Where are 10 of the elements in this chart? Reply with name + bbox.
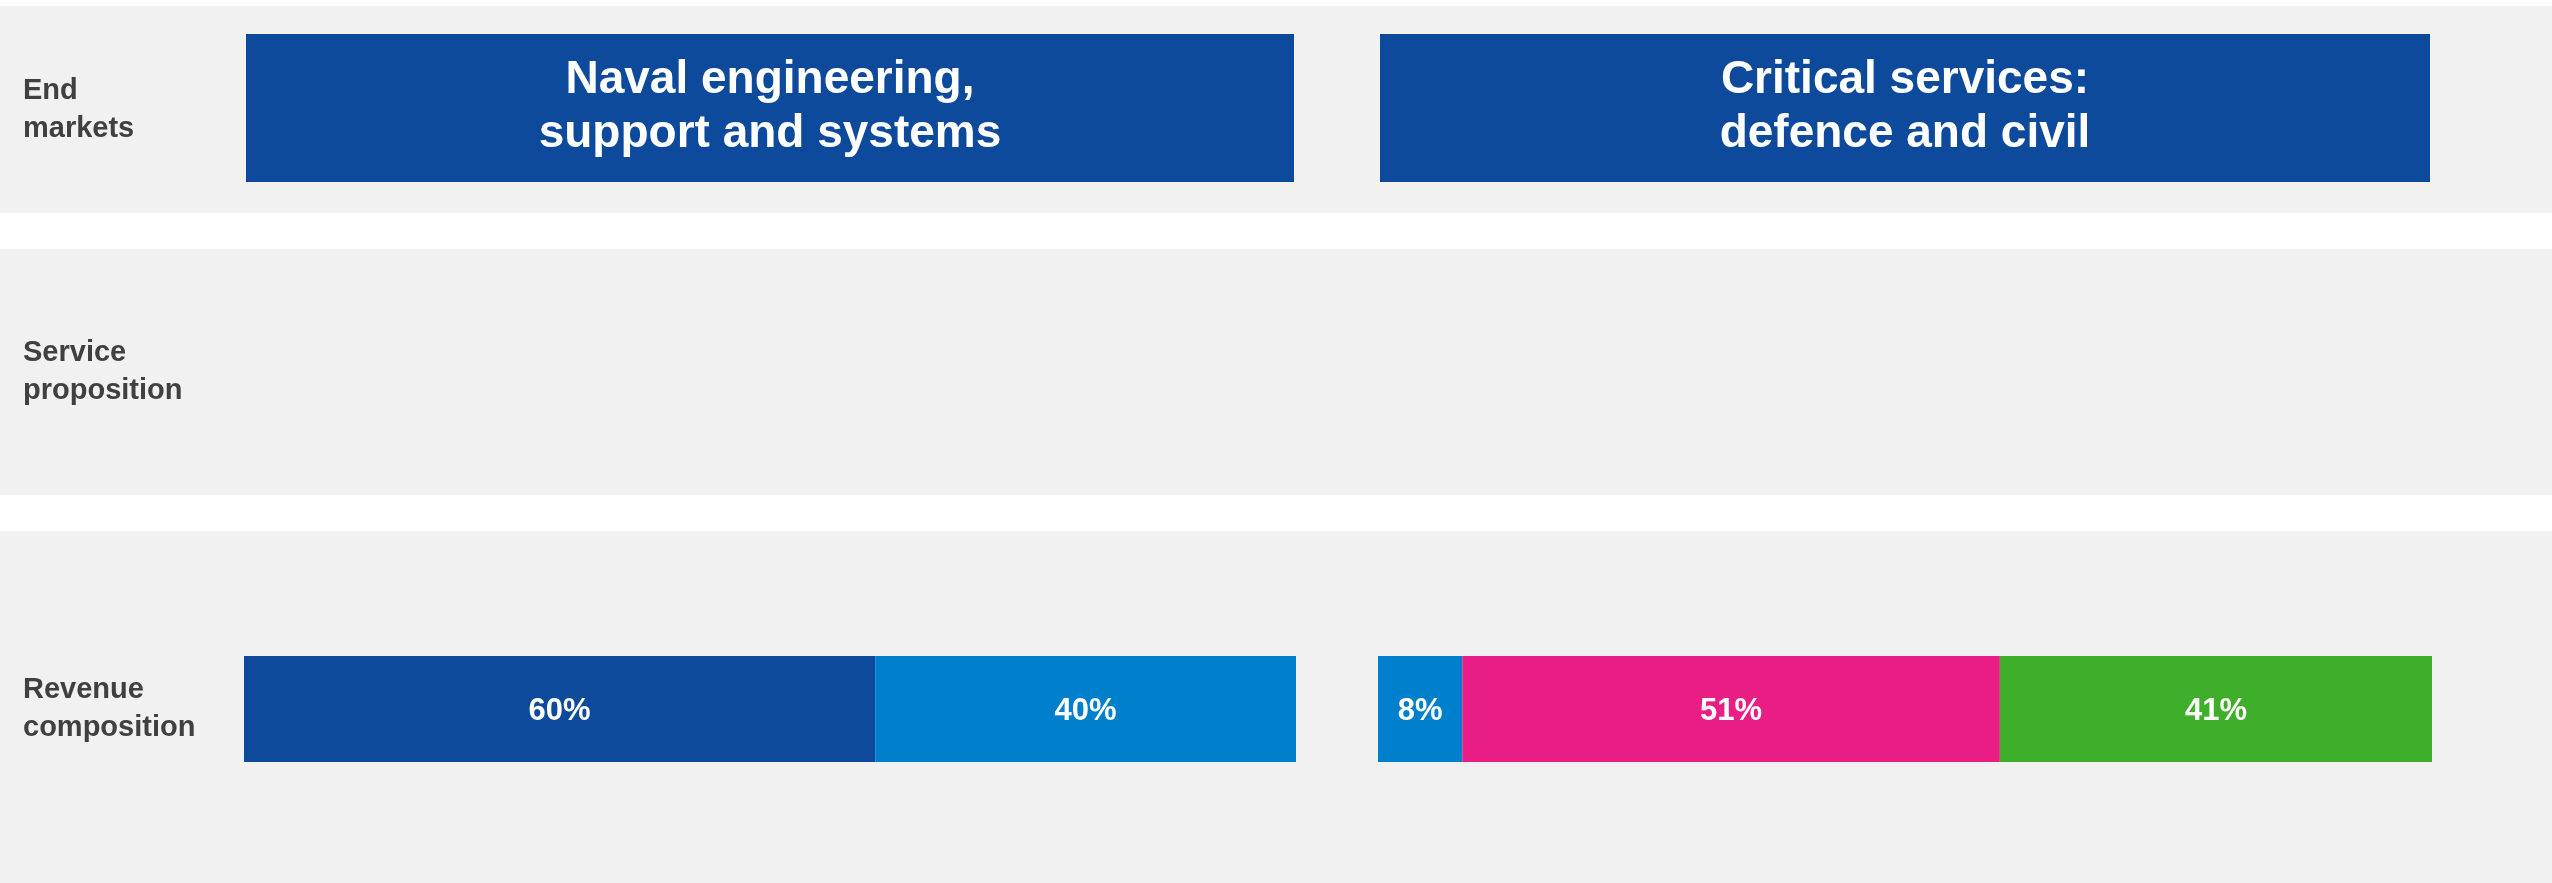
text: End markets xyxy=(23,72,135,143)
data-label: 51% xyxy=(1700,691,1763,727)
data-label: 40% xyxy=(1054,691,1117,727)
y-tick-label: Revenue composition xyxy=(23,671,196,742)
data-label: 41% xyxy=(2184,691,2247,727)
chart-title: Critical services: defence and civil xyxy=(1719,51,2091,158)
data-label: 60% xyxy=(528,691,591,727)
chart-title: Naval engineering, support and systems xyxy=(538,51,1002,158)
data-label: 8% xyxy=(1397,691,1443,727)
text: Service proposition xyxy=(23,334,183,405)
